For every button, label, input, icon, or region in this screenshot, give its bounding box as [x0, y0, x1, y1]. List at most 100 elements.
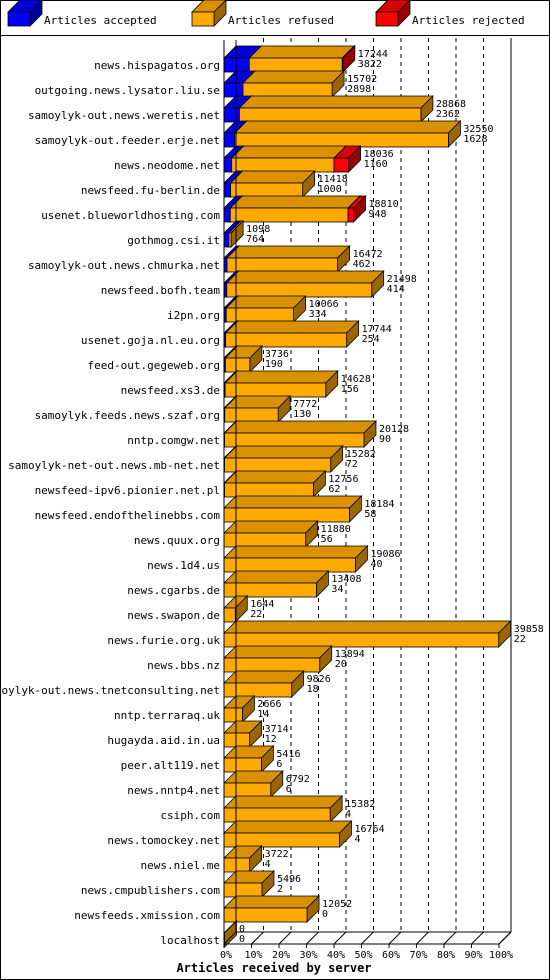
- x-tick-diag: [278, 931, 292, 945]
- value-accepted: 6: [286, 784, 292, 795]
- server-label: news.quux.org: [134, 534, 220, 547]
- bar-refused: [223, 720, 263, 748]
- server-label: csiph.com: [160, 809, 220, 822]
- bar-refused: [223, 845, 263, 873]
- server-label: news.cgarbs.de: [127, 584, 220, 597]
- bars: news.hispagatos.org172443822outgoing.new…: [0, 45, 544, 948]
- x-axis-title: Articles received by server: [176, 961, 371, 975]
- value-total: 16764: [355, 824, 385, 835]
- value-accepted: 40: [370, 559, 382, 570]
- value-accepted: 18: [307, 684, 319, 695]
- bar-refused: [223, 570, 330, 598]
- x-tick-label: 30%: [299, 950, 317, 961]
- bar-row: localhost 00: [160, 920, 245, 948]
- value-total: 3722: [265, 849, 289, 860]
- value-accepted: 948: [369, 209, 387, 220]
- value-accepted: 4: [345, 809, 351, 820]
- value-accepted: 2898: [347, 84, 371, 95]
- server-label: i2pn.org: [167, 309, 220, 322]
- value-total: 12756: [328, 474, 358, 485]
- value-accepted: 1628: [463, 134, 487, 145]
- legend-swatch-1: [191, 0, 227, 27]
- value-accepted: 0: [322, 909, 328, 920]
- value-total: 32550: [463, 124, 493, 135]
- value-total: 9826: [307, 674, 331, 685]
- x-tick-label: 70%: [409, 950, 427, 961]
- server-label: news.neodome.net: [114, 159, 220, 172]
- x-tick-label: 100%: [489, 950, 513, 961]
- x-tick-diag: [223, 931, 237, 945]
- value-total: 13408: [331, 574, 361, 585]
- value-accepted: 130: [293, 409, 311, 420]
- value-accepted: 6: [276, 759, 282, 770]
- value-total: 39858: [514, 624, 544, 635]
- value-accepted: 72: [346, 459, 358, 470]
- server-label: gothmog.csi.it: [127, 234, 220, 247]
- value-total: 18810: [369, 199, 399, 210]
- value-accepted: 156: [341, 384, 359, 395]
- value-total: 0: [239, 924, 245, 935]
- value-accepted: 462: [353, 259, 371, 270]
- value-total: 3714: [265, 724, 289, 735]
- value-accepted: 20: [335, 659, 347, 670]
- value-total: 13894: [335, 649, 365, 660]
- x-tick-label: 50%: [354, 950, 372, 961]
- axes: 0% 10% 20% 30% 40% 50% 60% 70% 80% 90% 100%: [220, 38, 513, 961]
- bar-refused: [229, 170, 316, 198]
- x-tick-diag: [333, 931, 347, 945]
- x-tick-diag: [498, 931, 512, 945]
- legend-label-2: Articles rejected: [412, 14, 525, 27]
- value-total: 1644: [250, 599, 274, 610]
- bar-refused: [223, 420, 377, 448]
- legend-swatch-0: [7, 0, 43, 27]
- bar-refused: [223, 695, 256, 723]
- legend-label-1: Articles refused: [228, 14, 334, 27]
- bar-refused: [248, 45, 356, 73]
- value-accepted: 62: [328, 484, 340, 495]
- value-total: 12052: [322, 899, 352, 910]
- value-total: 3736: [265, 349, 289, 360]
- server-label: usenet.blueworldhosting.com: [41, 209, 220, 222]
- server-label: newsfeed.bofh.team: [101, 284, 221, 297]
- server-label: hugayda.aid.in.ua: [107, 734, 220, 747]
- value-total: 7772: [293, 399, 317, 410]
- value-total: 10066: [309, 299, 339, 310]
- x-tick-diag: [306, 931, 319, 945]
- value-total: 11418: [318, 174, 348, 185]
- value-accepted: 1160: [364, 159, 388, 170]
- server-label: news.swapon.de: [127, 609, 220, 622]
- value-total: 18184: [364, 499, 394, 510]
- value-accepted: 90: [379, 434, 391, 445]
- server-label: peer.alt119.net: [121, 759, 220, 772]
- server-label: samoylyk-out.feeder.erje.net: [35, 134, 220, 147]
- value-total: 11880: [321, 524, 351, 535]
- server-label: news.tomockey.net: [107, 834, 220, 847]
- server-label: newsfeeds.xmission.com: [74, 909, 220, 922]
- bar-refused: [238, 95, 434, 123]
- value-total: 15702: [347, 74, 377, 85]
- bar-refused: [223, 495, 363, 523]
- value-total: 17244: [358, 49, 388, 60]
- x-tick-diag: [443, 931, 457, 945]
- server-label: news.1d4.us: [147, 559, 220, 572]
- server-label: samoylyk.feeds.news.szaf.org: [35, 409, 220, 422]
- value-accepted: 22: [514, 634, 526, 645]
- server-label: newsfeed.endofthelinebbs.com: [35, 509, 221, 522]
- bar-refused: [224, 370, 339, 398]
- value-total: 2666: [257, 699, 281, 710]
- bar-rejected: [347, 195, 367, 223]
